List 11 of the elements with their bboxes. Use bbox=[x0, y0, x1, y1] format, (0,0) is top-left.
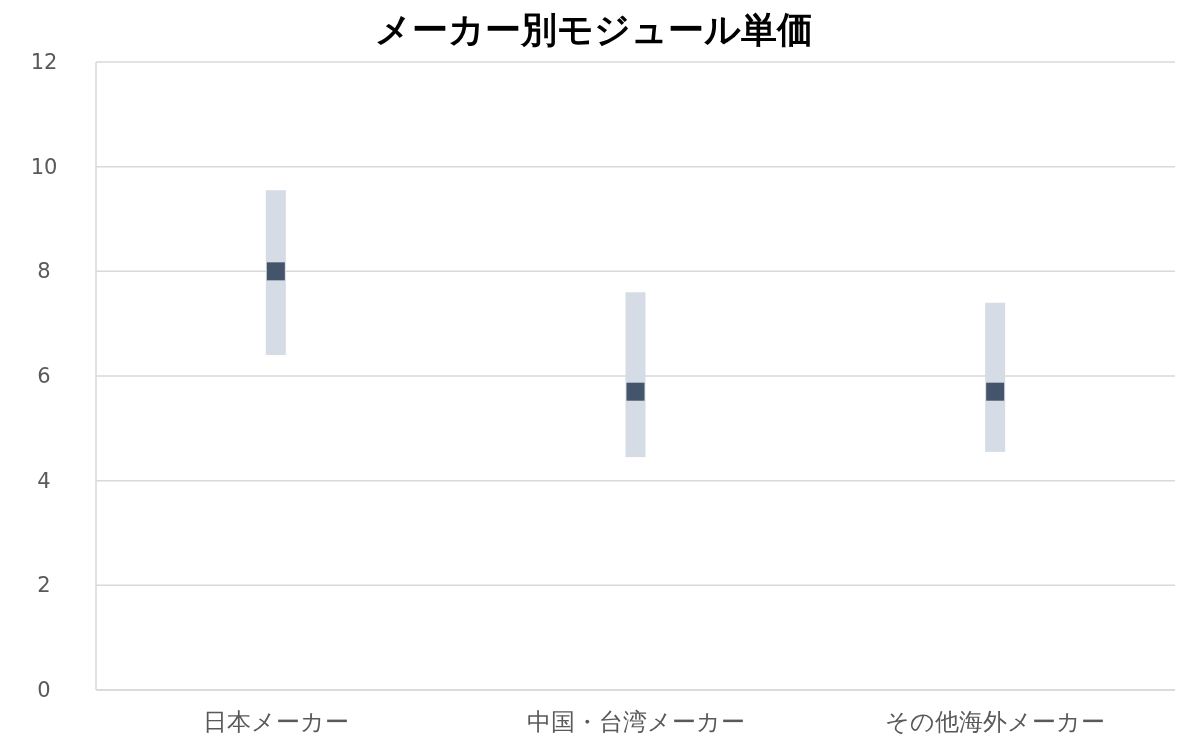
y-tick-label: 4 bbox=[37, 468, 51, 493]
y-tick-label: 12 bbox=[30, 50, 58, 74]
y-tick-label: 10 bbox=[30, 154, 58, 179]
chart-title: メーカー別モジュール単価 bbox=[375, 9, 813, 50]
x-tick-label: 日本メーカー bbox=[202, 708, 349, 736]
y-tick-label: 0 bbox=[37, 678, 51, 702]
y-tick-label: 2 bbox=[37, 573, 51, 598]
x-tick-label: 中国・台湾メーカー bbox=[526, 708, 745, 736]
x-tick-label: その他海外メーカー bbox=[885, 708, 1106, 736]
y-tick-label: 6 bbox=[37, 364, 51, 388]
y-tick-label: 8 bbox=[37, 259, 51, 284]
